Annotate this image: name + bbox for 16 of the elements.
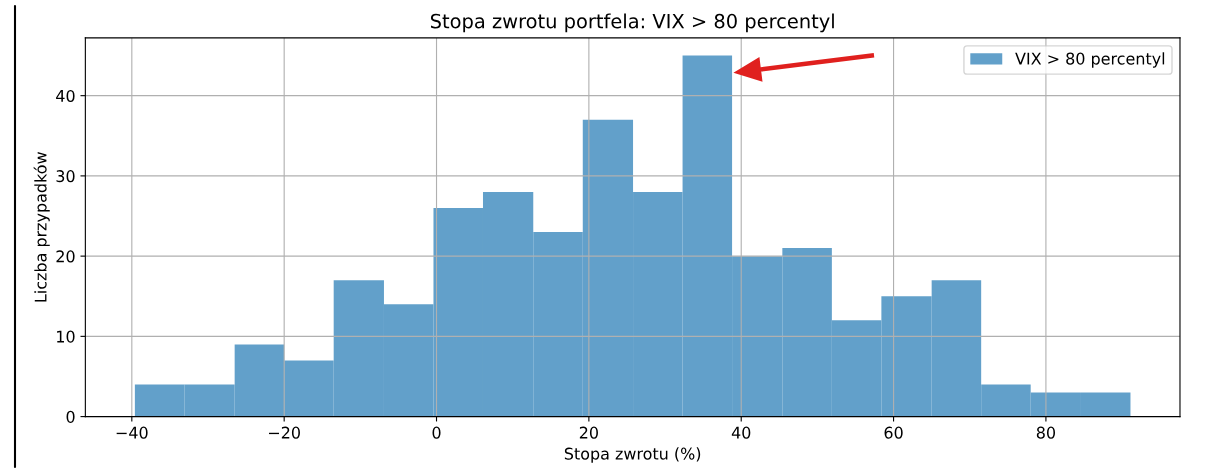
x-tick-label: 0 bbox=[432, 426, 441, 439]
y-axis-title: Liczba przypadków bbox=[33, 152, 50, 302]
x-tick-label: −20 bbox=[269, 426, 300, 439]
y-tick-label: 20 bbox=[56, 250, 75, 263]
y-tick-label: 0 bbox=[66, 410, 75, 423]
x-tick-label: −40 bbox=[116, 426, 148, 439]
x-tick-label: 60 bbox=[884, 426, 903, 439]
x-tick-label: 80 bbox=[1036, 426, 1056, 439]
chart-title: Stopa zwrotu portfela: VIX > 80 percentyl bbox=[430, 13, 834, 33]
y-tick-label: 10 bbox=[57, 330, 75, 343]
x-tick-label: 20 bbox=[579, 426, 598, 439]
y-tick-label: 30 bbox=[56, 170, 75, 183]
x-axis-title: Stopa zwrotu (%) bbox=[564, 447, 701, 463]
y-tick-label: 40 bbox=[56, 89, 75, 102]
x-tick-label: 40 bbox=[731, 426, 751, 439]
legend-label: VIX > 80 percentyl bbox=[1015, 52, 1165, 68]
